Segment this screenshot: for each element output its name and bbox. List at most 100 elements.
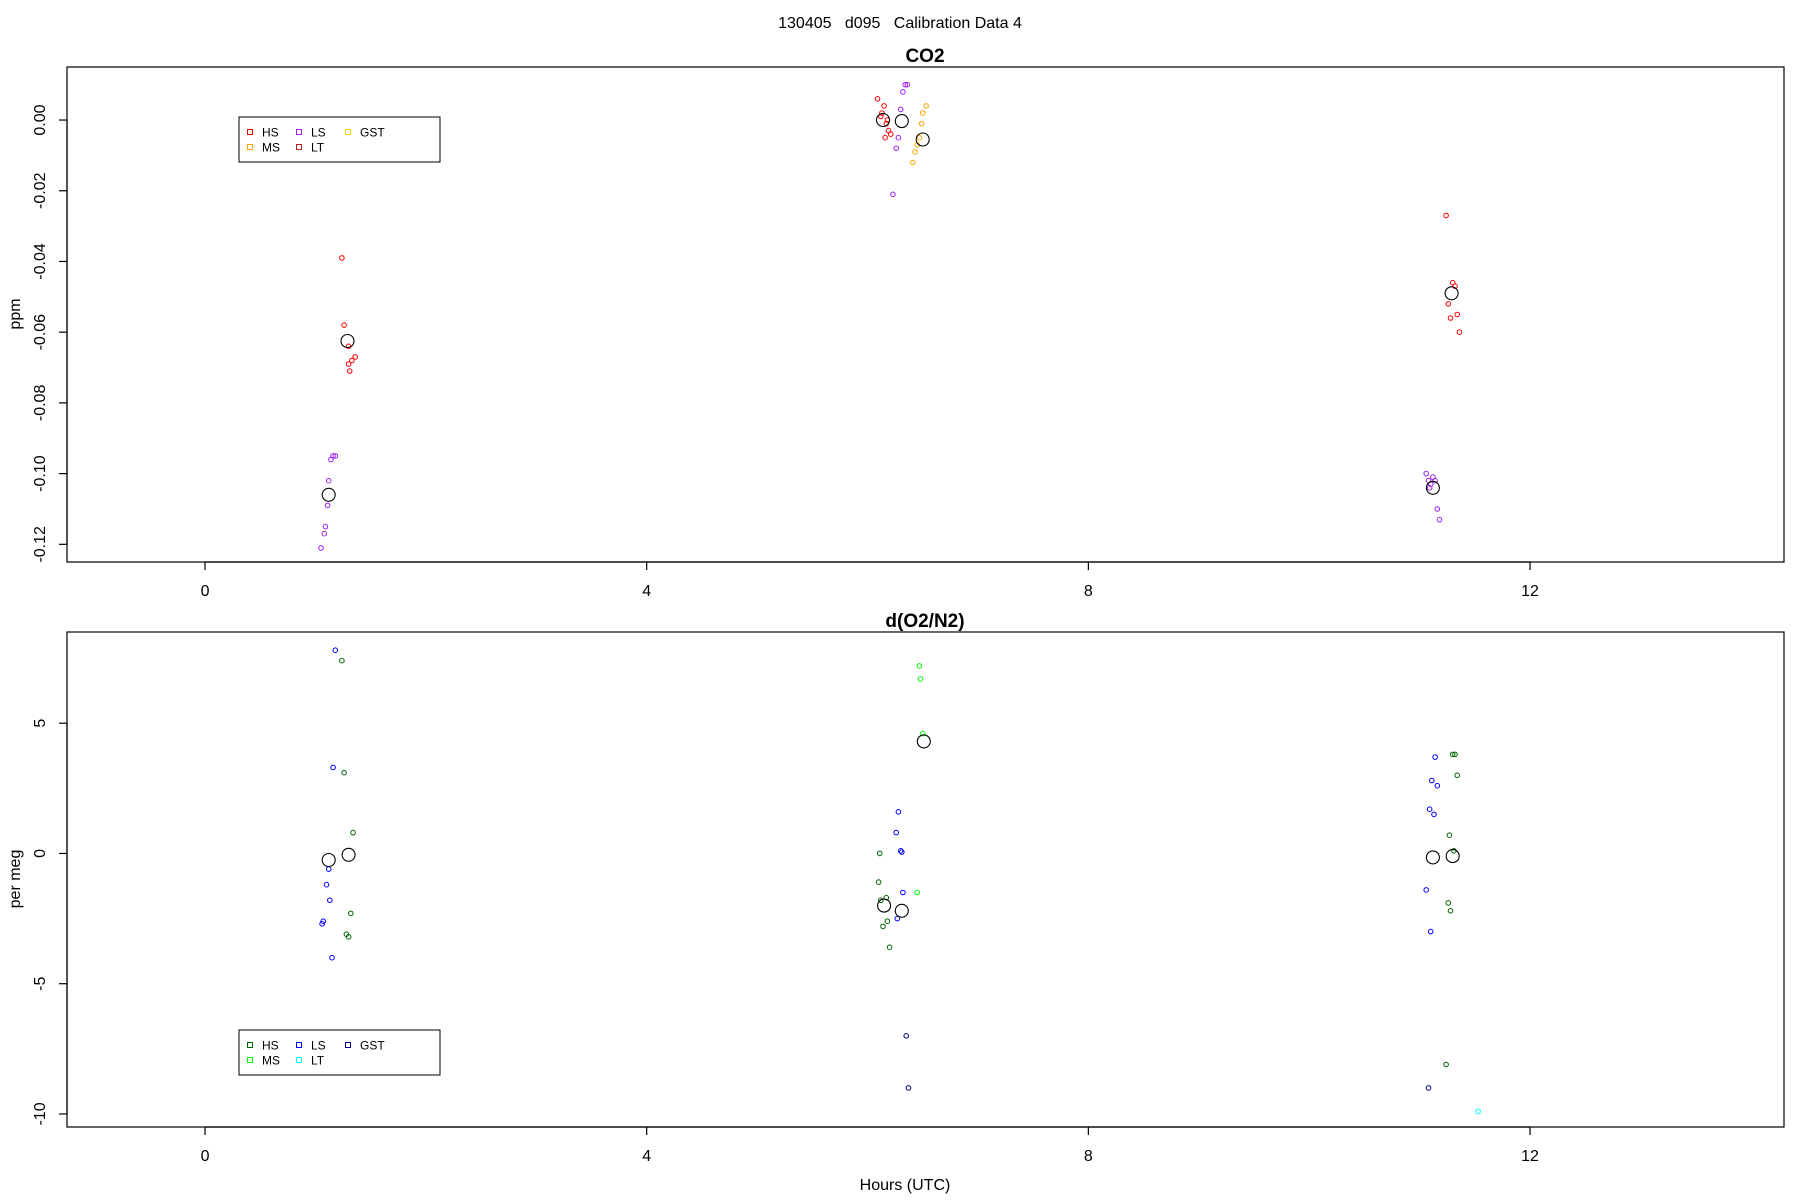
o2n2-ls-point [893,829,900,836]
o2n2-hs-point [1446,832,1453,839]
co2-legend-label-ls: LS [311,126,326,140]
co2-ms-point [918,120,925,127]
co2-x-tick-label: 4 [642,583,651,600]
co2-hs-point [346,368,353,374]
co2-ls-point [321,530,328,537]
o2n2-mean-marker [341,847,356,862]
co2-ms-point [912,149,918,155]
co2-ls-point [325,477,332,484]
o2n2-ls-point [894,915,901,922]
o2n2-legend-label-ls: LS [311,1039,326,1053]
co2-x-tick-label: 12 [1521,583,1539,600]
o2n2-legend-swatch-hs [247,1042,253,1048]
o2n2-ls-point [1423,887,1429,893]
co2-x-tick-label: 0 [201,583,210,600]
o2n2-ls-point [1434,782,1441,789]
o2n2-hs-point [1445,900,1452,906]
co2-hs-point [1452,283,1458,290]
o2n2-mean-marker [916,734,931,749]
co2-ls-point [890,191,896,198]
co2-ls-point [318,545,324,551]
co2-legend-swatch-hs [247,129,253,135]
co2-mean-marker [915,132,930,147]
o2n2-gst-point [903,1033,910,1039]
x-axis-label: Hours (UTC) [860,1177,951,1194]
o2n2-legend-label-hs: HS [262,1039,279,1053]
o2n2-hs-point [880,923,886,930]
o2n2-ls-point [1426,806,1433,813]
co2-y-tick-label: -0.04 [32,243,49,280]
co2-ls-point [322,523,329,530]
o2n2-hs-point [1443,1061,1449,1068]
o2n2-mean-marker [877,898,892,913]
co2-hs-point [1447,315,1454,321]
co2-hs-point [881,103,887,109]
o2n2-hs-point [1454,772,1460,779]
o2n2-ls-point [325,866,332,872]
co2-hs-point [352,354,359,360]
co2-hs-point [1456,329,1463,336]
co2-mean-marker [340,333,355,349]
o2n2-ls-point [1431,811,1437,818]
o2n2-legend-swatch-ls [296,1042,302,1048]
o2n2-mean-marker [321,852,336,868]
o2n2-ls-point [899,849,905,855]
o2n2-hs-point [339,657,345,664]
o2n2-ms-point [919,730,926,737]
o2n2-y-tick-label: 5 [32,719,49,728]
o2n2-ls-point [332,647,339,654]
o2n2-x-tick-label: 0 [201,1148,210,1165]
co2-y-tick-label: -0.02 [32,172,49,209]
co2-ls-point [1426,485,1433,491]
o2n2-hs-point [1452,751,1458,758]
o2n2-legend-label-gst: GST [360,1039,385,1053]
co2-hs-point [874,96,881,102]
co2-hs-point [882,134,889,141]
o2n2-ls-point [323,881,330,888]
co2-hs-point [341,322,347,328]
o2n2-hs-point [886,944,893,951]
o2n2-lt-point [1475,1108,1481,1115]
co2-ms-point [923,103,929,109]
co2-mean-marker [321,487,336,502]
o2n2-hs-point [875,879,882,885]
co2-ls-point [330,453,336,459]
co2-legend-label-gst: GST [360,126,385,140]
co2-ls-point [324,502,331,509]
o2n2-legend-box [238,1029,441,1076]
co2-legend-label-lt: LT [311,141,325,155]
o2n2-hs-point [876,850,883,857]
co2-legend-swatch-ms [247,144,253,150]
co2-panel: CO2 ppm 0 4 8 12 0.00 -0.02 -0.04 -0.06 -0.08 -0.… [7,46,1785,600]
o2n2-y-tick-label: 0 [32,849,49,858]
co2-legend-swatch-ls [296,129,302,135]
o2n2-legend-swatch-gst [345,1042,351,1048]
co2-hs-point [339,255,345,261]
o2n2-legend-label-ms: MS [262,1054,280,1068]
o2n2-ls-point [319,921,325,927]
o2n2-mean-marker [894,903,909,918]
co2-y-tick-label: 0.00 [32,104,49,135]
co2-legend-label-hs: HS [262,126,279,140]
o2n2-legend-label-lt: LT [311,1054,325,1068]
o2n2-hs-point [878,897,884,904]
o2n2-mean-marker [1425,850,1440,865]
o2n2-x-tick-label: 12 [1521,1148,1539,1165]
o2n2-ls-point [895,809,902,815]
co2-ls-point [1432,477,1438,484]
co2-hs-point [349,357,355,364]
o2n2-hs-point [884,918,891,925]
co2-ls-point [895,134,902,141]
co2-legend-box [238,116,441,163]
o2n2-hs-point [341,769,347,776]
o2n2-hs-point [1449,751,1456,758]
co2-ls-point [900,89,906,95]
co2-hs-point [879,110,885,116]
co2-ms-point [910,159,916,166]
co2-ls-point [902,81,908,88]
o2n2-hs-point [345,934,352,940]
co2-x-tick-label: 8 [1084,583,1093,600]
o2n2-ls-point [1429,777,1435,784]
o2n2-ls-point [1432,754,1438,760]
